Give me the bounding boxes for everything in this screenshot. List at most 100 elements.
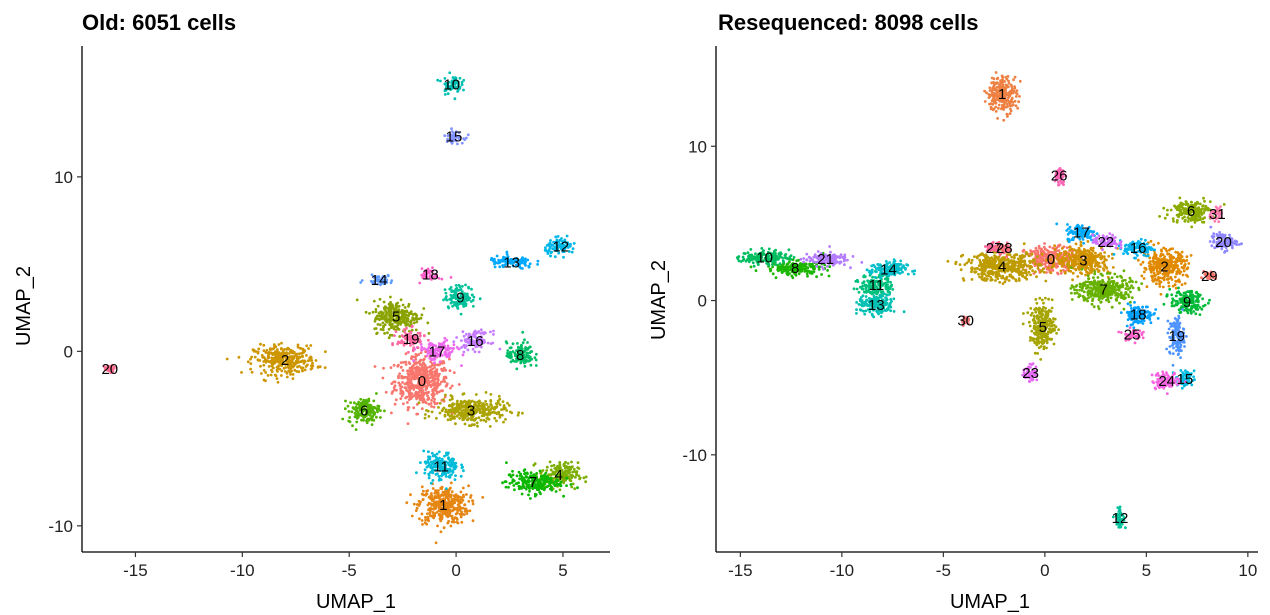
cell-point	[372, 399, 376, 403]
cell-point	[415, 397, 418, 401]
cell-point	[463, 408, 467, 412]
y-tick-label: -10	[48, 517, 73, 536]
cell-point	[430, 492, 433, 495]
cell-point	[307, 347, 310, 350]
cell-point	[1053, 244, 1056, 248]
cell-point	[240, 371, 243, 374]
cell-point	[432, 405, 436, 409]
cell-point	[1031, 269, 1034, 273]
cell-point	[946, 259, 950, 263]
cell-point	[426, 489, 430, 492]
cell-point	[474, 393, 478, 396]
cell-point	[260, 372, 263, 375]
cell-point	[301, 347, 305, 351]
cell-point	[324, 350, 327, 353]
cell-point	[301, 359, 304, 363]
cell-point	[463, 399, 467, 403]
cell-point	[988, 260, 992, 264]
cell-point	[404, 360, 408, 364]
cell-point	[517, 411, 521, 414]
cell-point	[1006, 115, 1009, 118]
cell-point	[406, 408, 410, 412]
cell-point	[425, 409, 428, 412]
cell-point	[396, 327, 400, 331]
cell-point	[436, 401, 439, 405]
x-tick-label: 5	[558, 561, 567, 580]
cell-point	[443, 93, 447, 96]
cell-point	[291, 357, 295, 361]
cell-point	[493, 262, 496, 266]
cell-point	[287, 352, 291, 355]
cell-point	[382, 366, 385, 370]
cell-point	[970, 278, 974, 281]
cell-point	[432, 379, 436, 383]
cell-point	[515, 474, 519, 478]
cell-point	[431, 454, 435, 458]
cell-point	[584, 480, 587, 484]
cell-point	[413, 317, 416, 321]
cell-point	[998, 280, 1002, 284]
cell-point	[414, 353, 418, 356]
cell-point	[1136, 258, 1140, 262]
cell-point	[1178, 257, 1182, 261]
cell-point	[443, 509, 447, 513]
cell-point	[440, 517, 444, 521]
cell-point	[1022, 254, 1026, 258]
cell-point	[286, 361, 290, 365]
cell-point	[347, 410, 351, 413]
cell-point	[404, 386, 408, 390]
cell-point	[415, 370, 419, 374]
cell-point	[467, 285, 470, 289]
cell-point	[1087, 260, 1090, 264]
cell-point	[449, 481, 453, 485]
cell-point	[1040, 252, 1044, 256]
cell-point	[489, 393, 493, 396]
cell-point	[374, 310, 378, 314]
cell-point	[1015, 92, 1019, 96]
cell-point	[284, 359, 288, 362]
cell-point	[426, 373, 430, 377]
cell-point	[1185, 255, 1189, 259]
cell-point	[301, 354, 304, 358]
cell-point	[1070, 261, 1074, 265]
cell-point	[430, 399, 433, 402]
cell-point	[507, 485, 510, 489]
cell-point	[253, 355, 257, 359]
cell-point	[424, 516, 427, 519]
cell-point	[442, 526, 446, 530]
cell-point	[420, 364, 424, 367]
cell-point	[1043, 242, 1046, 245]
cell-point	[407, 386, 410, 390]
cell-point	[419, 351, 423, 354]
cell-point	[570, 474, 574, 478]
cell-point	[428, 511, 432, 515]
cell-point	[456, 508, 460, 512]
cell-point	[408, 389, 412, 392]
cell-point	[1008, 112, 1012, 115]
cell-point	[457, 383, 461, 386]
cell-point	[542, 488, 546, 492]
cell-point	[438, 512, 441, 516]
cell-point	[446, 521, 450, 525]
cell-point	[511, 473, 515, 477]
cell-point	[445, 338, 449, 342]
cell-point	[455, 520, 459, 524]
cell-point	[296, 365, 299, 369]
cell-point	[534, 364, 538, 367]
cell-point	[343, 407, 347, 411]
cluster-label-1: 1	[439, 497, 447, 514]
cell-point	[1095, 255, 1098, 259]
cell-point	[264, 351, 268, 354]
cell-point	[1036, 255, 1039, 259]
cell-point	[469, 494, 473, 497]
cell-point	[422, 489, 425, 493]
cell-point	[472, 295, 476, 299]
cell-point	[1057, 249, 1061, 253]
cell-point	[1057, 244, 1060, 248]
cell-point	[384, 305, 387, 309]
cell-point	[994, 110, 998, 113]
cell-point	[462, 78, 466, 82]
cell-point	[521, 341, 525, 345]
cell-point	[410, 357, 413, 360]
cell-point	[454, 493, 458, 496]
